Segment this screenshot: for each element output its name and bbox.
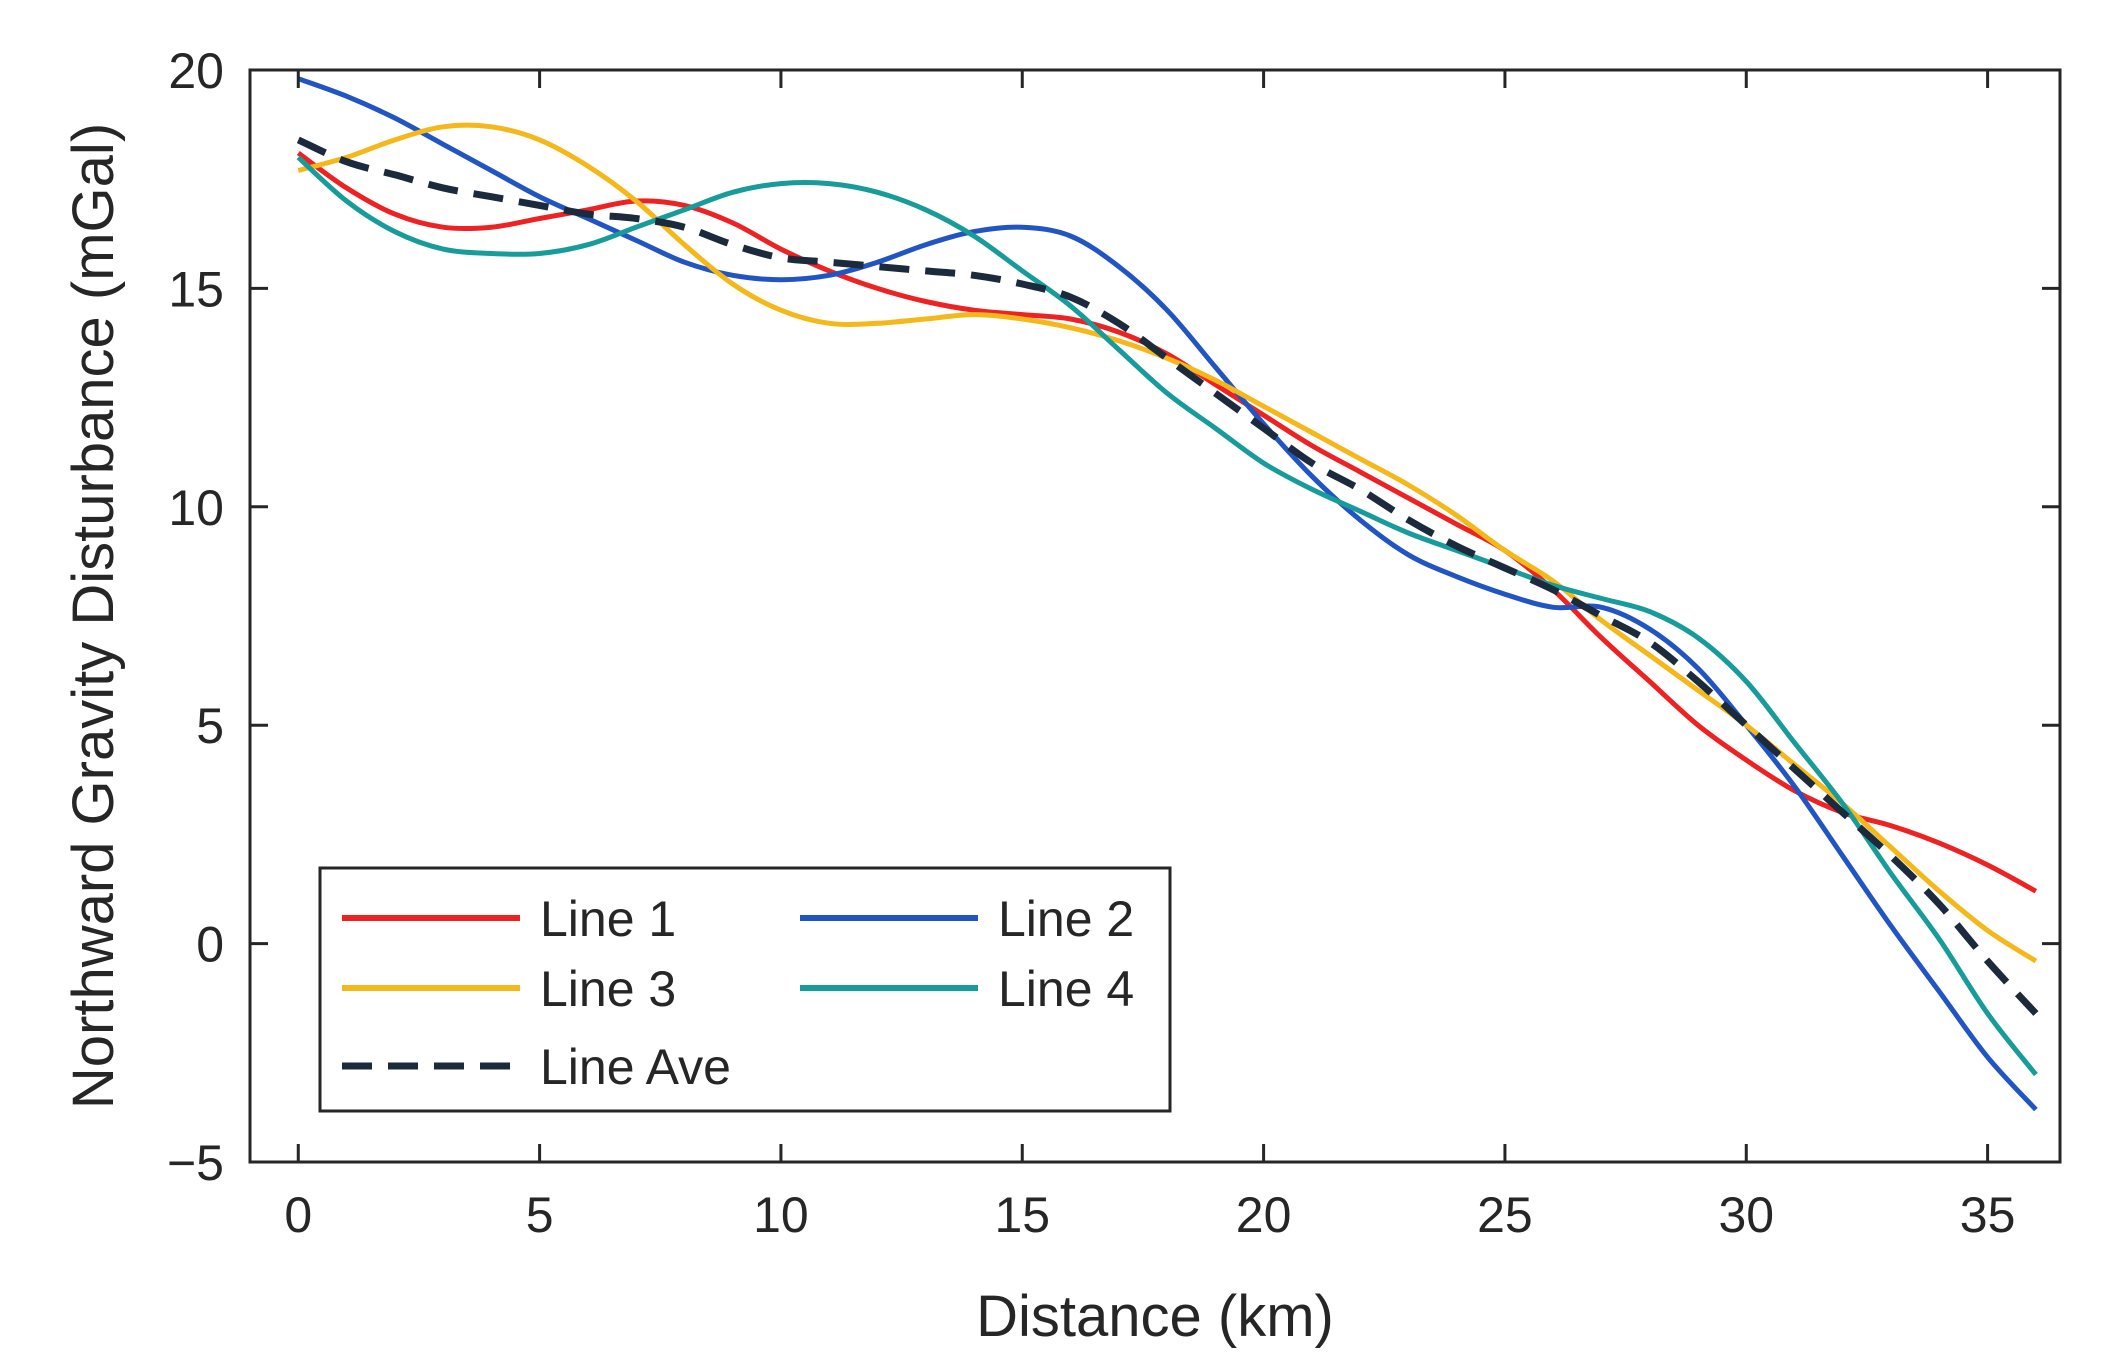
series-line-1 bbox=[296, 150, 2038, 894]
series-line-ave bbox=[296, 136, 2039, 1016]
y-tick-label: 0 bbox=[196, 917, 224, 973]
x-tick-label: 30 bbox=[1718, 1187, 1774, 1243]
legend-label-line-ave: Line Ave bbox=[540, 1039, 731, 1095]
y-tick-label: 20 bbox=[168, 43, 224, 99]
plot-area-frame bbox=[248, 68, 2062, 1164]
y-axis-label: Northward Gravity Disturbance (mGal) bbox=[61, 123, 126, 1109]
x-tick-label: 35 bbox=[1960, 1187, 2016, 1243]
series-line-2 bbox=[297, 76, 2038, 1112]
series-line-3 bbox=[297, 122, 2038, 964]
x-tick-label: 5 bbox=[526, 1187, 554, 1243]
x-axis-label: Distance (km) bbox=[976, 1284, 1334, 1349]
x-tick-label: 0 bbox=[284, 1187, 312, 1243]
x-tick-label: 10 bbox=[753, 1187, 809, 1243]
y-tick-label: 15 bbox=[168, 261, 224, 317]
legend-label-line-3: Line 3 bbox=[540, 961, 676, 1017]
x-tick-label: 20 bbox=[1236, 1187, 1292, 1243]
ticks-layer: 0 5 10 15 20 25 30 35 −5 0 5 10 15 20 bbox=[167, 43, 2060, 1243]
legend-label-line-4: Line 4 bbox=[998, 961, 1134, 1017]
x-tick-label: 15 bbox=[994, 1187, 1050, 1243]
y-tick-label: 5 bbox=[196, 698, 224, 754]
y-tick-label: −5 bbox=[167, 1135, 224, 1191]
x-tick-label: 25 bbox=[1477, 1187, 1533, 1243]
series-line-4 bbox=[296, 155, 2038, 1077]
legend: Line 1 Line 2 Line 3 Line 4 Line Ave bbox=[318, 866, 1172, 1113]
y-tick-label: 10 bbox=[168, 480, 224, 536]
legend-label-line-1: Line 1 bbox=[540, 891, 676, 947]
legend-label-line-2: Line 2 bbox=[998, 891, 1134, 947]
series-layer bbox=[296, 76, 2039, 1112]
